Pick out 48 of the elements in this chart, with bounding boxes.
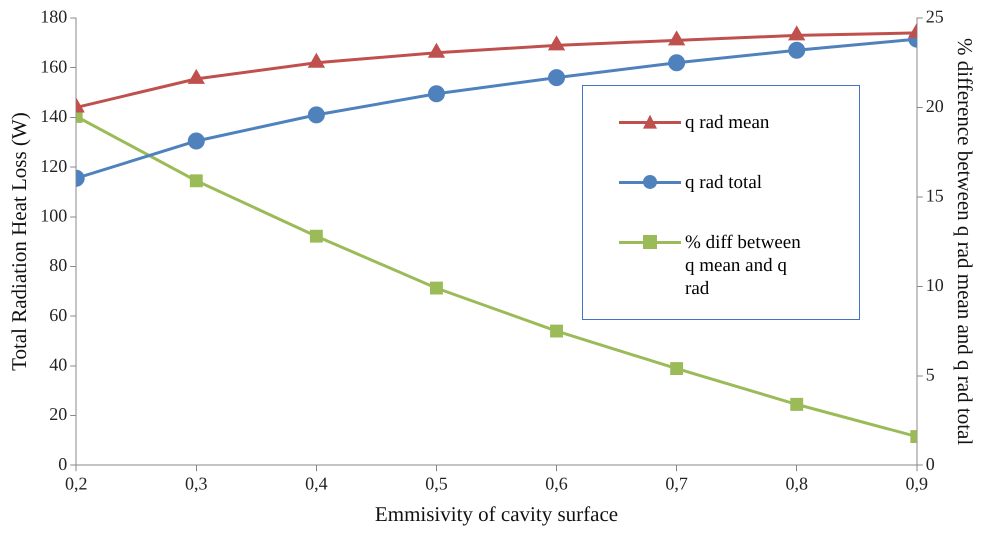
point — [669, 32, 684, 46]
y-tick-label: 160 — [40, 56, 68, 76]
x-tick-label: 0,7 — [665, 474, 688, 494]
y-tick-label: 140 — [40, 106, 68, 126]
point — [668, 54, 686, 72]
point — [548, 69, 566, 86]
y2-tick-label: 5 — [926, 364, 935, 384]
y-tick-label: 100 — [40, 205, 68, 226]
point — [308, 106, 325, 124]
x-tick-label: 0,2 — [64, 474, 88, 494]
point — [428, 85, 445, 102]
point — [550, 324, 563, 338]
y2-tick-label: 20 — [926, 96, 944, 116]
y-axis-title: Total Radiation Heat Loss (W) — [7, 112, 32, 371]
point — [428, 44, 444, 58]
point — [188, 70, 204, 84]
y-tick-label: 120 — [40, 156, 68, 176]
y2-tick-label: 25 — [926, 6, 944, 27]
x-tick-label: 0,4 — [305, 474, 328, 494]
x-tick-label: 0,3 — [185, 474, 208, 494]
point — [670, 362, 684, 376]
y-tick-label: 80 — [49, 255, 68, 276]
x-tick-label: 0,9 — [906, 474, 928, 494]
point — [789, 26, 804, 40]
point — [790, 398, 804, 411]
point — [548, 36, 564, 50]
legend-label: % diff between q mean and q rad — [685, 231, 802, 300]
point — [310, 230, 323, 243]
y2-tick-label: 10 — [926, 275, 944, 296]
y2-tick-label: 15 — [926, 186, 944, 206]
point — [308, 54, 324, 68]
x-tick-label: 0,5 — [425, 474, 448, 494]
y-tick-label: 180 — [40, 6, 68, 27]
x-axis-title: Emmisivity of cavity surface — [374, 502, 618, 526]
y-tick-label: 20 — [49, 404, 68, 424]
x-tick-label: 0,8 — [785, 474, 808, 494]
point — [788, 42, 806, 59]
y-tick-label: 0 — [58, 454, 68, 474]
point — [188, 132, 205, 150]
y-tick-label: 60 — [49, 304, 68, 325]
legend-label: q rad total — [685, 170, 764, 194]
x-tick-label: 0,6 — [545, 474, 568, 494]
point — [190, 174, 203, 188]
y2-tick-label: 0 — [926, 454, 935, 474]
point — [430, 282, 443, 295]
y2-axis-title: % difference between q rad mean and q rad total — [952, 38, 977, 446]
legend-label: q rad mean — [685, 110, 770, 134]
y-tick-label: 40 — [49, 354, 68, 375]
